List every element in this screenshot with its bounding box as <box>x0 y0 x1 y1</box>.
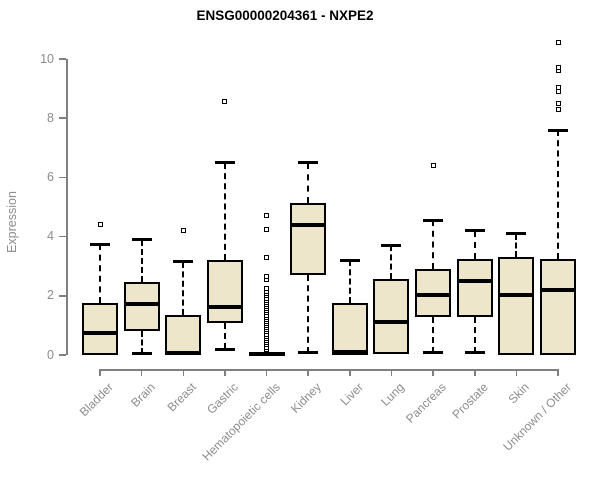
median-line <box>498 292 535 297</box>
lower-whisker-cap <box>131 352 152 356</box>
upper-whisker-cap <box>131 238 152 242</box>
median-line <box>123 302 160 307</box>
outlier-point <box>555 40 561 46</box>
y-axis-tick <box>59 354 66 356</box>
upper-whisker <box>390 245 393 279</box>
iqr-box <box>206 260 243 324</box>
x-axis-tick <box>390 369 393 376</box>
y-axis-tick <box>59 235 66 238</box>
iqr-box <box>540 258 577 355</box>
x-axis-tick <box>265 369 268 376</box>
upper-whisker-cap <box>464 229 485 233</box>
y-tick-label: 0 <box>47 347 54 362</box>
median-line <box>165 350 202 355</box>
outlier-point <box>264 254 270 260</box>
x-axis-tick <box>515 369 518 376</box>
iqr-box <box>331 302 368 355</box>
x-axis-tick <box>349 369 351 376</box>
x-axis-tick <box>432 369 434 376</box>
median-line <box>331 350 368 355</box>
lower-whisker <box>432 317 435 353</box>
median-line <box>82 331 118 336</box>
outlier-point <box>555 100 561 106</box>
y-axis-tick <box>59 295 66 297</box>
outlier-point <box>180 228 186 234</box>
upper-whisker <box>515 233 518 258</box>
y-axis-line <box>66 59 68 355</box>
outlier-point <box>555 65 561 71</box>
upper-whisker-cap <box>173 260 194 264</box>
lower-whisker-cap <box>214 347 235 351</box>
x-axis-tick <box>99 369 101 376</box>
upper-whisker-cap <box>548 128 569 132</box>
x-axis-tick <box>307 369 309 376</box>
upper-whisker <box>99 244 101 303</box>
iqr-box <box>165 315 202 355</box>
outlier-point <box>555 89 561 95</box>
iqr-box <box>373 278 410 354</box>
iqr-box <box>456 258 493 318</box>
y-tick-label: 4 <box>47 229 54 244</box>
lower-whisker-cap <box>423 351 444 355</box>
upper-whisker-cap <box>381 243 402 247</box>
x-axis-tick <box>182 369 185 376</box>
median-line <box>456 279 493 283</box>
lower-whisker <box>223 323 226 350</box>
y-tick-label: 8 <box>47 110 54 125</box>
y-axis-tick <box>59 176 66 179</box>
upper-whisker-cap <box>506 232 527 236</box>
lower-whisker <box>473 317 476 353</box>
outlier-point <box>264 226 270 232</box>
upper-whisker <box>140 239 143 283</box>
iqr-box <box>290 203 327 276</box>
lower-whisker-cap <box>464 351 485 355</box>
outlier-point <box>264 274 270 280</box>
x-axis-tick <box>140 369 143 376</box>
median-line <box>415 292 452 297</box>
upper-whisker <box>557 130 560 259</box>
x-axis-tick <box>224 369 226 376</box>
y-axis-tick <box>59 117 66 119</box>
upper-whisker <box>307 162 310 204</box>
outlier-point <box>222 99 228 105</box>
median-line <box>248 351 285 356</box>
y-tick-label: 2 <box>47 288 54 303</box>
lower-whisker <box>140 331 143 354</box>
upper-whisker <box>182 261 185 316</box>
upper-whisker-cap <box>90 242 110 246</box>
median-line <box>206 305 243 310</box>
chart-title: ENSG00000204361 - NXPE2 <box>196 8 374 23</box>
lower-whisker-cap <box>298 351 319 355</box>
y-tick-label: 10 <box>40 51 54 66</box>
y-axis-tick <box>59 58 66 60</box>
outlier-point <box>555 106 561 112</box>
upper-whisker <box>473 230 476 259</box>
x-axis-tick <box>557 369 559 376</box>
upper-whisker <box>348 260 351 303</box>
upper-whisker-cap <box>339 258 360 262</box>
upper-whisker <box>432 220 435 270</box>
upper-whisker-cap <box>423 218 444 222</box>
x-axis-tick <box>474 369 476 376</box>
upper-whisker-cap <box>298 161 319 165</box>
median-line <box>373 320 410 325</box>
outlier-point <box>555 84 561 90</box>
median-line <box>540 287 577 292</box>
outlier-point <box>264 212 270 218</box>
outlier-point <box>264 285 270 291</box>
outlier-point <box>430 163 436 169</box>
upper-whisker <box>223 162 226 261</box>
iqr-box <box>123 282 160 332</box>
median-line <box>290 222 327 227</box>
upper-whisker-cap <box>214 161 235 165</box>
x-axis-line <box>99 369 560 371</box>
outlier-point <box>97 222 103 228</box>
lower-whisker <box>307 275 310 353</box>
iqr-box <box>498 257 535 355</box>
iqr-box <box>82 302 118 355</box>
y-tick-label: 6 <box>47 169 54 184</box>
